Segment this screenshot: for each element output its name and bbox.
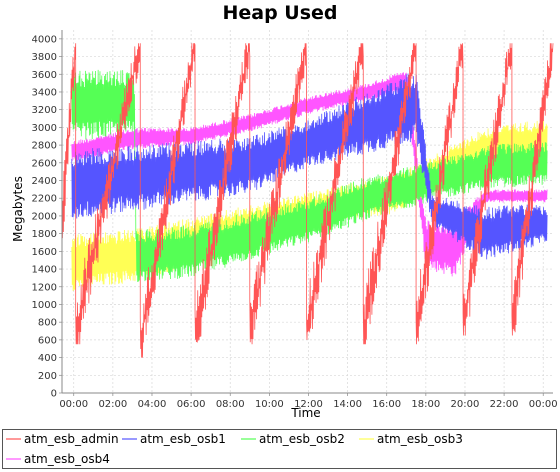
y-tick-label: 3800	[32, 52, 57, 63]
series-layer	[61, 43, 554, 358]
legend-entry: atm_esb_osb3	[377, 432, 463, 446]
x-tick-label: 06:00	[177, 399, 206, 410]
y-tick-label: 2400	[32, 176, 57, 187]
y-tick-label: 1600	[32, 247, 57, 258]
y-axis-ticks: 0 200 400 600 800 1000 1200 1400 1600 1800 2000 220…	[32, 34, 62, 400]
legend-entry: atm_esb_osb1	[140, 432, 226, 446]
x-tick-label: 00:00	[529, 399, 558, 410]
x-tick-label: 16:00	[372, 399, 401, 410]
legend-entry: atm_esb_osb4	[24, 452, 110, 466]
x-tick-label: 12:00	[294, 399, 323, 410]
chart-title: Heap Used	[222, 2, 337, 24]
y-tick-label: 3000	[32, 123, 57, 134]
y-tick-label: 400	[38, 353, 57, 364]
series-atm-esb-admin	[61, 43, 554, 358]
y-tick-label: 2800	[32, 141, 57, 152]
series-atm-esb-osb2	[71, 69, 548, 282]
y-tick-label: 200	[38, 371, 57, 382]
x-tick-label: 00:00	[59, 399, 88, 410]
x-tick-label: 02:00	[98, 399, 127, 410]
y-tick-label: 2000	[32, 211, 57, 222]
y-tick-label: 1800	[32, 229, 57, 240]
y-tick-label: 3600	[32, 70, 57, 81]
x-tick-label: 22:00	[490, 399, 519, 410]
y-tick-label: 3200	[32, 105, 57, 116]
x-axis-label: Time	[290, 406, 320, 420]
y-tick-label: 1000	[32, 300, 57, 311]
y-tick-label: 4000	[32, 34, 57, 45]
y-tick-label: 800	[38, 318, 57, 329]
y-tick-label: 3400	[32, 87, 57, 98]
legend: atm_esb_admin atm_esb_osb1 atm_esb_osb2 atm…	[2, 429, 557, 469]
axes	[61, 30, 553, 394]
x-tick-label: 18:00	[411, 399, 440, 410]
legend-entry: atm_esb_osb2	[259, 432, 345, 446]
y-tick-label: 2200	[32, 194, 57, 205]
series-atm-esb-osb1	[71, 73, 548, 260]
x-tick-label: 10:00	[255, 399, 284, 410]
x-tick-label: 04:00	[138, 399, 167, 410]
y-tick-label: 1400	[32, 265, 57, 276]
y-tick-label: 600	[38, 335, 57, 346]
y-axis-label: Megabytes	[11, 176, 25, 242]
x-axis-ticks: 00:00 02:00 04:00 06:00 08:00 10:00 12:00 14:00…	[59, 393, 558, 410]
legend-box	[2, 429, 557, 469]
legend-entry: atm_esb_admin	[24, 432, 119, 446]
x-tick-label: 08:00	[216, 399, 245, 410]
y-tick-label: 2600	[32, 158, 57, 169]
y-tick-label: 1200	[32, 282, 57, 293]
y-tick-label: 0	[51, 389, 57, 400]
x-tick-label: 14:00	[333, 399, 362, 410]
x-tick-label: 20:00	[451, 399, 480, 410]
